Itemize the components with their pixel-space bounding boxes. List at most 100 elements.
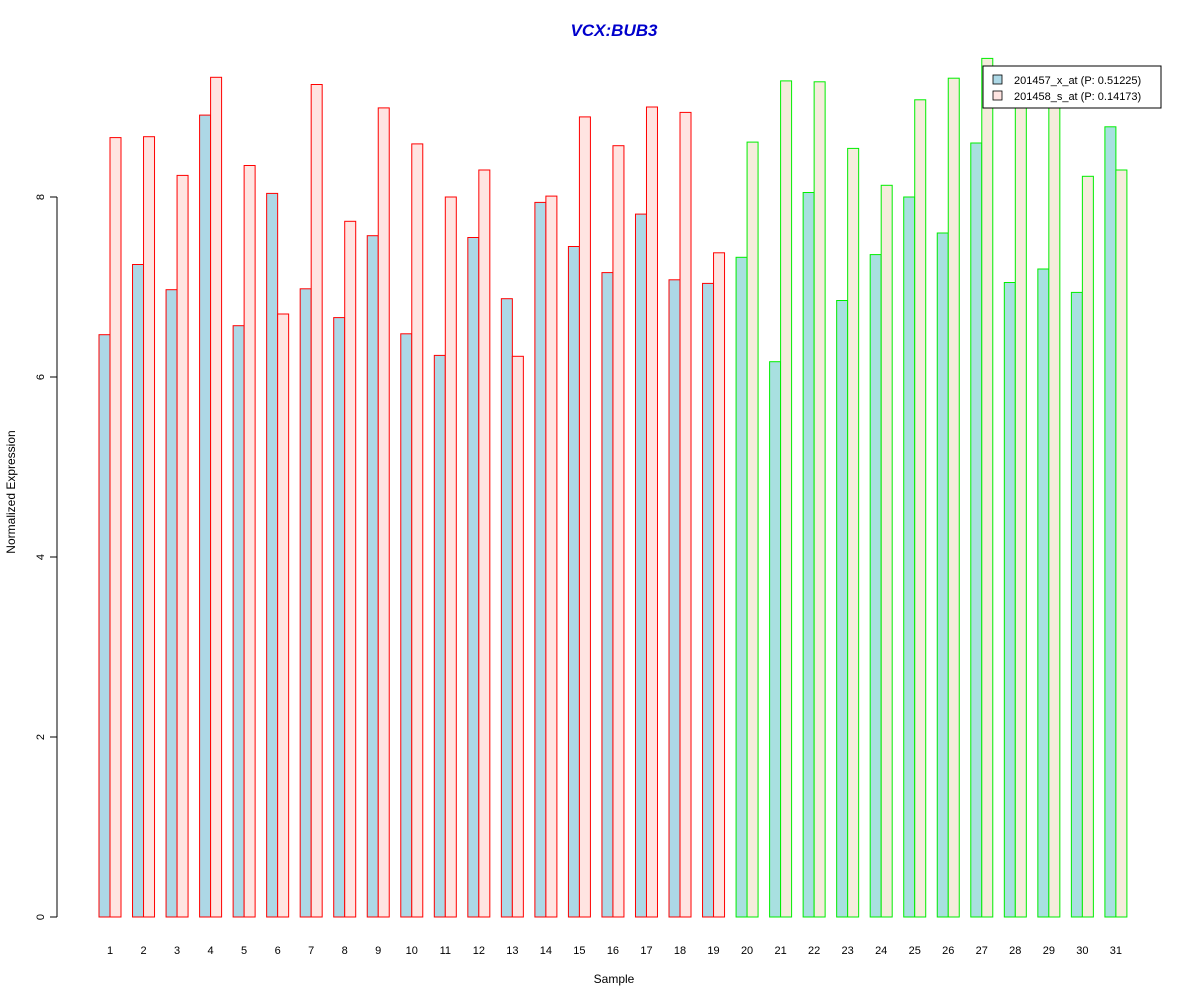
bar-series-2-sample-12: [478, 169, 491, 918]
bar-series-2-sample-1: [109, 137, 122, 918]
bar-series-2-sample-3: [176, 174, 189, 918]
bar-series-2-sample-24: [880, 184, 893, 918]
bar-series-2-sample-30: [1081, 175, 1094, 918]
x-tick-label: 12: [473, 945, 485, 957]
legend-label-series-1: 201457_x_at (P: 0.51225): [1014, 75, 1141, 87]
bar-series-1-sample-26: [936, 232, 949, 918]
x-tick-label: 9: [375, 945, 381, 957]
legend-swatch-series-2: [992, 90, 1003, 101]
bar-series-1-sample-13: [500, 298, 513, 918]
bar-series-1-sample-4: [199, 114, 212, 918]
y-axis-label: Normalized Expression: [4, 430, 18, 553]
y-axis: 0 2 4 6 8: [35, 194, 58, 920]
bar-series-1-sample-1: [98, 334, 111, 918]
bar-series-1-sample-22: [802, 192, 815, 918]
bar-series-1-sample-24: [869, 254, 882, 918]
bar-series-1-sample-7: [299, 288, 312, 918]
bar-series-2-sample-20: [746, 141, 759, 918]
bar-series-2-sample-29: [1048, 90, 1061, 918]
bar-series-1-sample-3: [165, 289, 178, 918]
legend: 201457_x_at (P: 0.51225) 201458_s_at (P:…: [982, 65, 1162, 109]
bar-series-1-sample-6: [266, 192, 279, 918]
bar-series-1-sample-31: [1104, 126, 1117, 918]
bar-series-2-sample-5: [243, 165, 256, 918]
bar-series-2-sample-23: [847, 147, 860, 918]
x-tick-label: 10: [406, 945, 418, 957]
bar-series-2-sample-10: [411, 143, 424, 918]
y-tick-label: 8: [35, 194, 47, 200]
y-tick-label: 0: [35, 914, 47, 920]
bar-series-1-sample-5: [232, 325, 245, 918]
x-tick-label: 22: [808, 945, 820, 957]
bar-series-1-sample-20: [735, 256, 748, 918]
bar-series-1-sample-19: [702, 282, 715, 918]
x-tick-label: 16: [607, 945, 619, 957]
x-axis-label: Sample: [594, 972, 635, 986]
bar-series-1-sample-16: [601, 272, 614, 918]
bar-series-2-sample-17: [645, 106, 658, 918]
x-tick-label: 21: [774, 945, 786, 957]
bar-series-2-sample-6: [277, 313, 290, 918]
x-tick-label: 3: [174, 945, 180, 957]
bar-series-2-sample-28: [1014, 84, 1027, 918]
bar-series-2-sample-4: [210, 76, 223, 918]
x-tick-label: 20: [741, 945, 753, 957]
bar-series-2-sample-7: [310, 84, 323, 918]
x-tick-label: 17: [640, 945, 652, 957]
bar-series-1-sample-25: [903, 196, 916, 918]
x-tick-label: 29: [1043, 945, 1055, 957]
bar-series-2-sample-8: [344, 220, 357, 918]
bar-series-2-sample-16: [612, 145, 625, 918]
bar-series-1-sample-14: [534, 201, 547, 918]
bar-series-2-sample-13: [511, 355, 524, 918]
x-tick-label: 4: [208, 945, 214, 957]
bars: [98, 57, 1128, 918]
bar-series-2-sample-2: [143, 136, 156, 918]
bar-series-1-sample-28: [1003, 282, 1016, 918]
bar-series-2-sample-15: [578, 116, 591, 918]
bar-series-1-sample-8: [333, 317, 346, 918]
x-tick-label: 25: [909, 945, 921, 957]
bar-series-2-sample-19: [713, 252, 726, 918]
bar-series-2-sample-27: [981, 57, 994, 918]
bar-series-1-sample-21: [769, 361, 782, 918]
x-tick-label: 24: [875, 945, 887, 957]
x-tick-label: 13: [506, 945, 518, 957]
bar-series-1-sample-11: [433, 354, 446, 918]
x-tick-label: 8: [342, 945, 348, 957]
bar-series-2-sample-9: [377, 107, 390, 918]
x-tick-label: 5: [241, 945, 247, 957]
bar-series-1-sample-30: [1070, 291, 1083, 918]
bar-series-1-sample-27: [970, 142, 983, 918]
bar-series-2-sample-21: [780, 80, 793, 918]
bar-series-2-sample-11: [444, 196, 457, 918]
bar-series-2-sample-31: [1115, 169, 1128, 918]
legend-label-series-2: 201458_s_at (P: 0.14173): [1014, 91, 1141, 103]
x-tick-label: 23: [842, 945, 854, 957]
bar-series-1-sample-15: [567, 246, 580, 918]
bar-series-1-sample-23: [836, 300, 849, 918]
x-tick-label: 11: [440, 945, 451, 957]
bar-series-2-sample-14: [545, 195, 558, 918]
x-tick-label: 30: [1076, 945, 1088, 957]
x-tick-label: 15: [573, 945, 585, 957]
bar-series-2-sample-22: [813, 81, 826, 918]
x-tick-labels: 1 2 3 4 5 6 7 8 9 10 11 12 13 14 15 16 17 18 19 20 21 22 23 24 2…: [107, 945, 1122, 957]
x-tick-label: 26: [942, 945, 954, 957]
bar-series-1-sample-29: [1037, 268, 1050, 918]
x-tick-label: 14: [540, 945, 552, 957]
bar-series-1-sample-18: [668, 279, 681, 918]
y-tick-label: 6: [35, 374, 47, 380]
x-tick-label: 28: [1009, 945, 1021, 957]
x-tick-label: 2: [140, 945, 146, 957]
bar-series-1-sample-12: [467, 237, 480, 918]
legend-box: [982, 65, 1162, 109]
x-tick-label: 7: [308, 945, 314, 957]
bar-series-1-sample-17: [634, 213, 647, 918]
x-tick-label: 27: [976, 945, 988, 957]
legend-swatch-series-1: [992, 74, 1003, 85]
y-tick-label: 4: [35, 554, 47, 560]
bar-series-2-sample-18: [679, 111, 692, 918]
bar-series-2-sample-25: [914, 99, 927, 918]
